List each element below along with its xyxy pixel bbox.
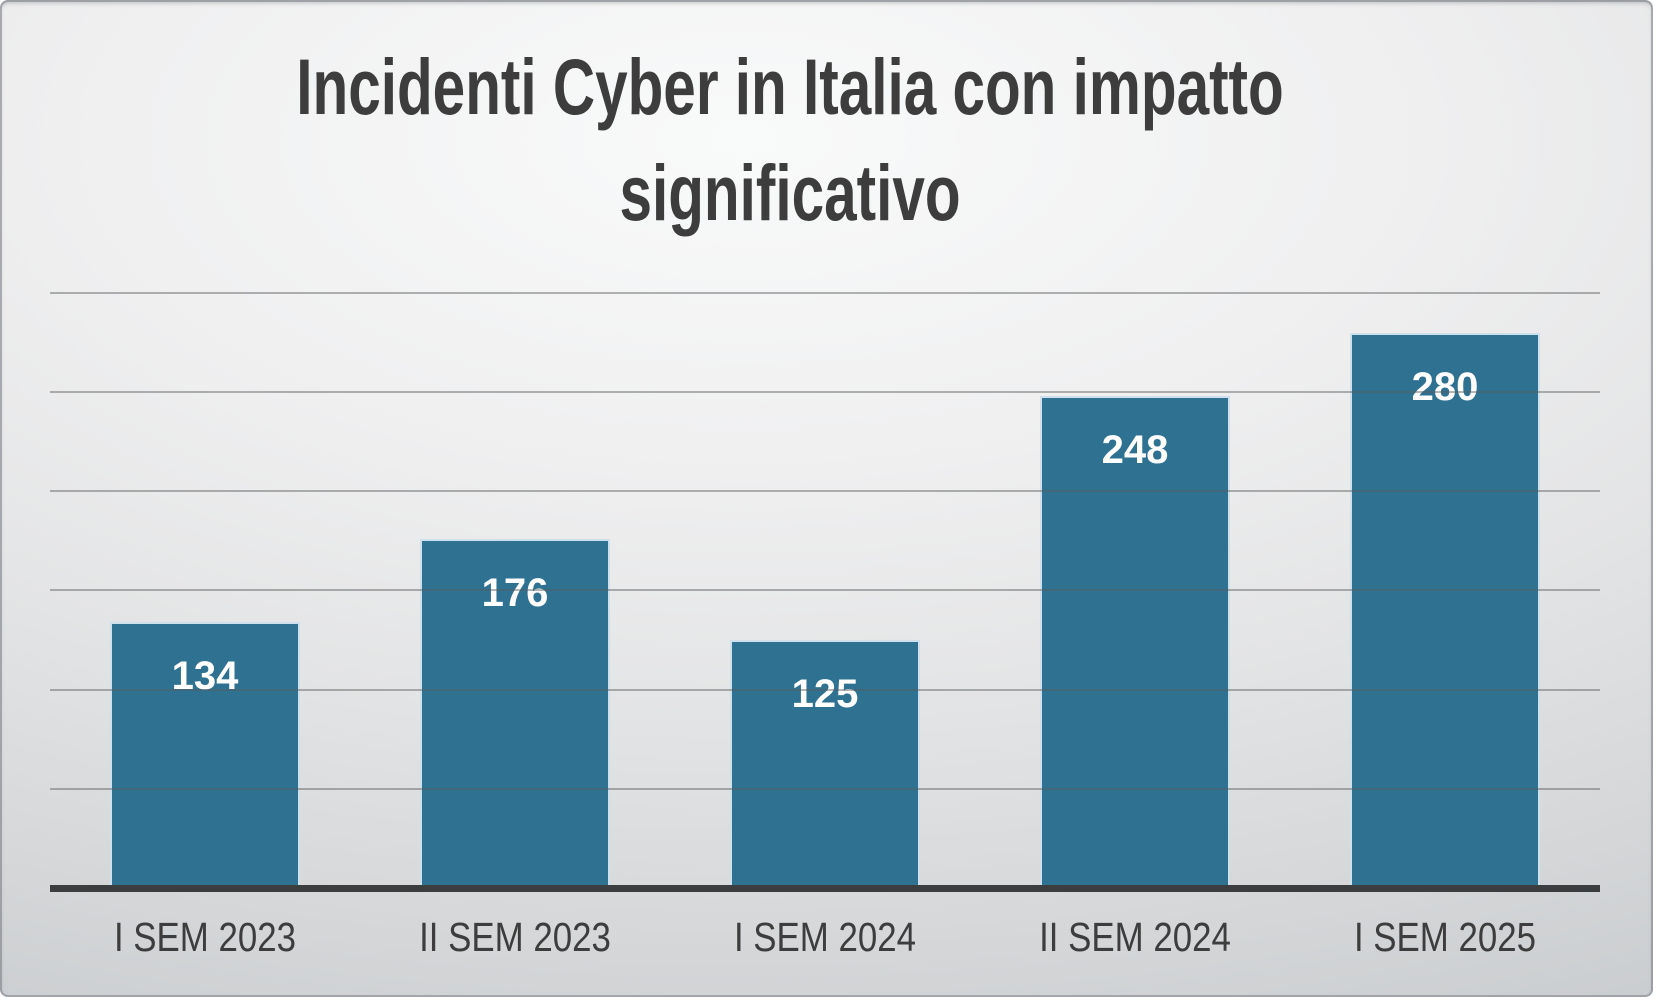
y-gridline-100	[50, 689, 1600, 691]
y-gridline-200	[50, 490, 1600, 492]
bar-ii-sem-2023: 176	[420, 539, 610, 888]
chart-title: Incidenti Cyber in Italia con impatto si…	[198, 34, 1382, 246]
bar-value-label: 176	[481, 571, 549, 615]
chart-title-line-2: significativo	[619, 148, 961, 237]
bar-i-sem-2023: 134	[110, 622, 300, 888]
bar-i-sem-2025: 280	[1350, 333, 1540, 888]
y-gridline-250	[50, 391, 1600, 393]
y-gridline-150	[50, 589, 1600, 591]
x-axis-label: II SEM 2024	[1039, 914, 1231, 960]
x-axis-line	[50, 885, 1600, 892]
bar-value-label: 248	[1101, 428, 1169, 472]
x-axis-label: I SEM 2024	[733, 914, 917, 960]
x-axis-label: I SEM 2025	[1353, 914, 1537, 960]
chart-title-line-1: Incidenti Cyber in Italia con impatto	[296, 42, 1284, 131]
bar-value-label: 125	[791, 672, 859, 716]
x-axis-label: I SEM 2023	[113, 914, 297, 960]
x-axis-label: II SEM 2023	[419, 914, 611, 960]
y-gridline-50	[50, 788, 1600, 790]
bar-value-label: 280	[1411, 365, 1479, 409]
bar-i-sem-2024: 125	[730, 640, 920, 888]
bar-value-label: 134	[171, 654, 239, 698]
bar-ii-sem-2024: 248	[1040, 396, 1230, 888]
y-gridline-300	[50, 292, 1600, 294]
